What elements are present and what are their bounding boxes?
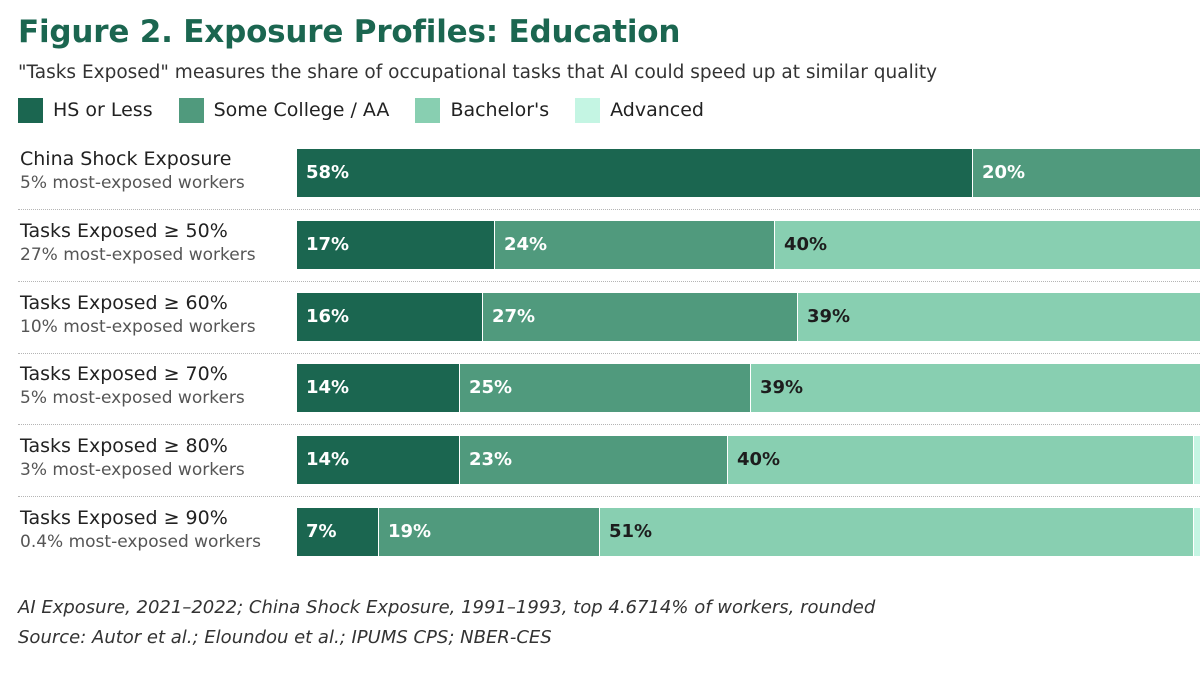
bar-value-label: 24% <box>504 234 548 255</box>
bar-segment: 20% <box>973 149 1200 197</box>
legend-swatch <box>415 97 441 123</box>
bar-row: Tasks Exposed ≥ 80% 3% most-exposed worke… <box>0 427 1200 497</box>
bar-row: China Shock Exposure 5% most-exposed work… <box>0 140 1200 210</box>
footnote-source: Source: Autor et al.; Eloundou et al.; I… <box>18 627 552 648</box>
row-category-sublabel: 3% most-exposed workers <box>20 460 245 480</box>
bar-value-label: 40% <box>737 449 781 470</box>
bar-segment: 24% <box>495 221 775 269</box>
bar-row: Tasks Exposed ≥ 90% 0.4% most-exposed wor… <box>0 499 1200 569</box>
row-category-label: Tasks Exposed ≥ 80% <box>20 435 228 457</box>
bar-segment: 2 <box>1194 436 1200 484</box>
bar-segment: 40% <box>728 436 1194 484</box>
bar-segment: 14% <box>297 364 460 412</box>
row-label: Tasks Exposed ≥ 50% 27% most-exposed work… <box>20 218 256 266</box>
bar-value-label: 14% <box>306 377 350 398</box>
bar-segment: 19% <box>379 508 600 556</box>
bar-value-label: 16% <box>306 306 350 327</box>
bar-value-label: 58% <box>306 162 350 183</box>
row-category-sublabel: 10% most-exposed workers <box>20 317 256 337</box>
row-divider <box>18 209 1200 210</box>
bar-segment: 40% <box>775 221 1200 269</box>
row-category-label: Tasks Exposed ≥ 90% <box>20 507 228 529</box>
row-category-sublabel: 5% most-exposed workers <box>20 388 245 408</box>
legend-item: Some College / AA <box>178 97 390 123</box>
bar-track: 14% 23% 40% 2 <box>297 436 1200 484</box>
bar-value-label: 14% <box>306 449 350 470</box>
row-category-sublabel: 0.4% most-exposed workers <box>20 532 261 552</box>
chart-title: Figure 2. Exposure Profiles: Education <box>18 14 681 50</box>
bar-track: 7% 19% 51% <box>297 508 1200 556</box>
bar-value-label: 20% <box>982 162 1026 183</box>
legend-label: Bachelor's <box>450 99 550 121</box>
bar-segment: 39% <box>751 364 1200 412</box>
row-category-label: China Shock Exposure <box>20 148 232 170</box>
bar-value-label: 23% <box>469 449 513 470</box>
bar-track: 17% 24% 40% <box>297 221 1200 269</box>
bar-track: 16% 27% 39% <box>297 293 1200 341</box>
legend-swatch <box>575 97 601 123</box>
row-divider <box>18 424 1200 425</box>
chart-subtitle: "Tasks Exposed" measures the share of oc… <box>18 62 938 83</box>
bar-value-label: 7% <box>306 521 337 542</box>
bar-value-label: 40% <box>784 234 828 255</box>
row-label: Tasks Exposed ≥ 60% 10% most-exposed work… <box>20 290 256 338</box>
legend-swatch <box>178 97 204 123</box>
bar-row: Tasks Exposed ≥ 50% 27% most-exposed work… <box>0 212 1200 282</box>
row-category-sublabel: 5% most-exposed workers <box>20 173 245 193</box>
bar-track: 58% 20% <box>297 149 1200 197</box>
bar-segment <box>1194 508 1200 556</box>
legend-label: Advanced <box>610 99 704 121</box>
bar-segment: 14% <box>297 436 460 484</box>
legend: HS or Less Some College / AA Bachelor's Adv… <box>18 96 730 124</box>
row-divider <box>18 496 1200 497</box>
bar-value-label: 17% <box>306 234 350 255</box>
legend-swatch <box>18 97 43 123</box>
bar-segment: 51% <box>600 508 1194 556</box>
row-label: Tasks Exposed ≥ 80% 3% most-exposed worke… <box>20 433 245 481</box>
row-divider <box>18 281 1200 282</box>
legend-item: Bachelor's <box>415 97 550 123</box>
bar-segment: 17% <box>297 221 495 269</box>
legend-item: Advanced <box>575 97 704 123</box>
row-label: Tasks Exposed ≥ 70% 5% most-exposed worke… <box>20 361 245 409</box>
bar-row: Tasks Exposed ≥ 70% 5% most-exposed worke… <box>0 355 1200 425</box>
row-label: China Shock Exposure 5% most-exposed work… <box>20 146 245 194</box>
bar-segment: 16% <box>297 293 483 341</box>
bar-track: 14% 25% 39% <box>297 364 1200 412</box>
legend-label: Some College / AA <box>213 99 390 121</box>
bar-value-label: 39% <box>807 306 851 327</box>
bar-row: Tasks Exposed ≥ 60% 10% most-exposed work… <box>0 284 1200 354</box>
legend-label: HS or Less <box>53 99 153 121</box>
row-category-label: Tasks Exposed ≥ 60% <box>20 292 228 314</box>
bar-segment: 23% <box>460 436 728 484</box>
row-category-label: Tasks Exposed ≥ 50% <box>20 220 228 242</box>
bar-segment: 25% <box>460 364 751 412</box>
row-category-sublabel: 27% most-exposed workers <box>20 245 256 265</box>
bar-value-label: 39% <box>760 377 804 398</box>
bar-value-label: 51% <box>609 521 653 542</box>
row-divider <box>18 353 1200 354</box>
bar-value-label: 19% <box>388 521 432 542</box>
legend-item: HS or Less <box>18 97 153 123</box>
bar-segment: 39% <box>798 293 1200 341</box>
bar-segment: 58% <box>297 149 973 197</box>
row-label: Tasks Exposed ≥ 90% 0.4% most-exposed wor… <box>20 505 261 553</box>
bar-segment: 27% <box>483 293 798 341</box>
row-category-label: Tasks Exposed ≥ 70% <box>20 363 228 385</box>
bar-segment: 7% <box>297 508 379 556</box>
bar-value-label: 25% <box>469 377 513 398</box>
bar-value-label: 27% <box>492 306 536 327</box>
footnote-coverage: AI Exposure, 2021–2022; China Shock Expo… <box>18 597 876 618</box>
